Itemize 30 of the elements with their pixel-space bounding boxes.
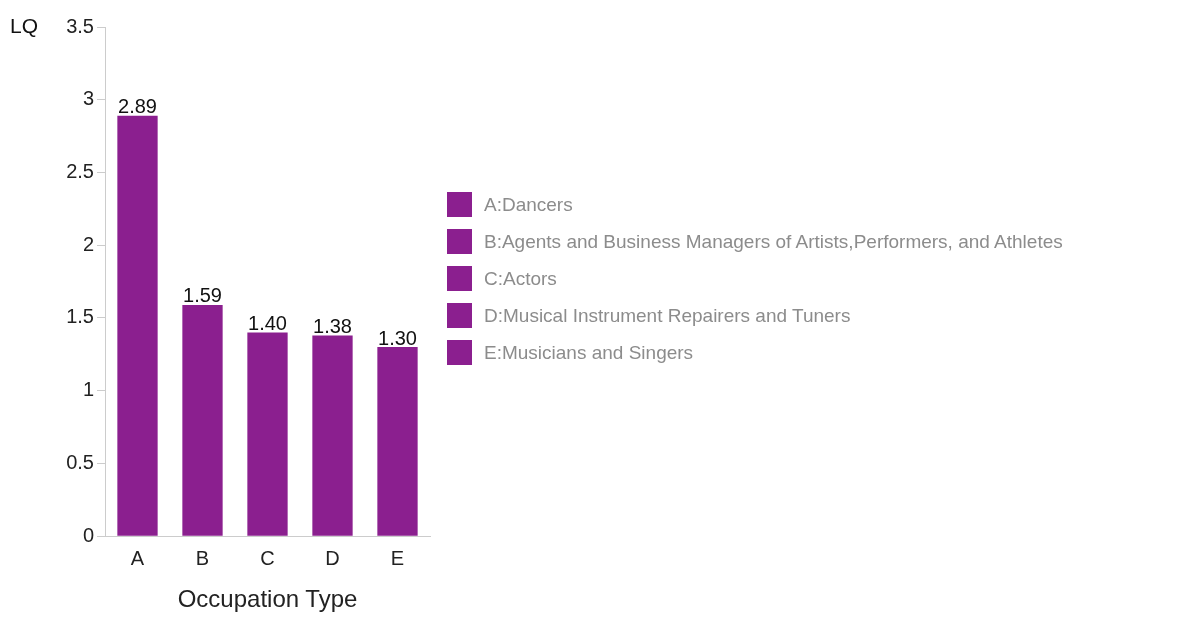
text: A:Dancers bbox=[484, 193, 573, 216]
y-axis-title: LQ bbox=[10, 13, 39, 37]
text: B:Agents and Business Managers of Artists,Performers, and Athletes bbox=[484, 230, 1063, 253]
y-tick-label: 1.5 bbox=[66, 305, 94, 328]
bar bbox=[247, 332, 288, 536]
y-tick-label: 0.5 bbox=[66, 450, 94, 473]
bar bbox=[182, 304, 223, 536]
x-axis-title: Occupation Type bbox=[177, 585, 358, 613]
text: C:Actors bbox=[484, 267, 557, 290]
y-tick-label: 0 bbox=[82, 523, 94, 546]
x-tick-label: D bbox=[325, 546, 340, 569]
bar bbox=[117, 115, 158, 536]
y-tick-label: 1 bbox=[82, 378, 94, 401]
data-label: 1.59 bbox=[183, 284, 222, 307]
y-tick-label: 2.5 bbox=[66, 160, 94, 182]
x-tick-label: B bbox=[195, 546, 210, 569]
bar bbox=[377, 347, 418, 536]
y-tick-label: 2 bbox=[82, 232, 94, 255]
data-label: 1.30 bbox=[378, 326, 417, 349]
x-tick-label: E bbox=[390, 546, 405, 569]
text: E:Musicians and Singers bbox=[484, 341, 694, 364]
y-tick-label: 3.5 bbox=[66, 14, 94, 37]
text: D:Musical Instrument Repairers and Tuners bbox=[484, 304, 851, 327]
bar bbox=[312, 335, 353, 536]
data-label: 1.38 bbox=[313, 314, 352, 337]
x-tick-label: A bbox=[130, 546, 145, 569]
x-tick-label: C bbox=[260, 546, 275, 569]
data-label: 1.40 bbox=[248, 312, 287, 335]
data-label: 2.89 bbox=[118, 95, 157, 118]
y-tick-label: 3 bbox=[82, 87, 94, 110]
